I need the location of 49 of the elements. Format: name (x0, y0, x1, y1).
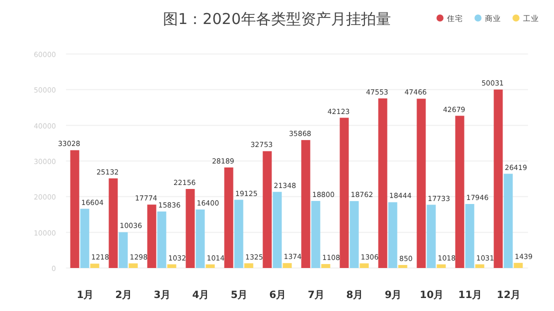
bar (108, 178, 118, 268)
bar (436, 264, 446, 268)
bar (224, 167, 234, 268)
x-tick-label: 9月 (384, 290, 402, 301)
bar (118, 232, 128, 268)
bar (465, 204, 474, 268)
x-tick-label: 1月 (76, 290, 94, 301)
bar (360, 263, 369, 268)
bar (301, 140, 310, 268)
bar (398, 264, 408, 268)
bar (282, 263, 292, 268)
x-tick-label: 11月 (458, 290, 482, 301)
bar (244, 263, 254, 268)
bar (90, 264, 100, 268)
bar (128, 263, 138, 268)
x-tick-label: 4月 (192, 290, 210, 301)
bar (455, 116, 464, 268)
bar (514, 262, 523, 268)
bar (186, 188, 195, 268)
bar (504, 174, 513, 268)
bar (196, 210, 205, 268)
bar (426, 204, 436, 268)
x-tick-label: 8月 (346, 290, 364, 301)
x-tick-label: 12月 (496, 290, 521, 301)
bar (416, 98, 426, 268)
x-tick-label: 3月 (154, 290, 171, 301)
bar (494, 90, 503, 268)
bar (475, 264, 484, 268)
bar (80, 208, 90, 268)
bar (157, 212, 166, 268)
x-tick-label: 10月 (420, 290, 444, 301)
bar (388, 202, 398, 268)
x-tick-label: 2月 (115, 290, 132, 301)
bar (350, 201, 359, 268)
x-tick-label: 6月 (269, 290, 286, 301)
bar (70, 150, 80, 268)
bar (234, 200, 244, 268)
bar (206, 264, 215, 268)
bar (340, 118, 349, 268)
x-tick-label: 7月 (308, 290, 325, 301)
bar (311, 200, 320, 268)
x-tick-label: 5月 (230, 290, 248, 301)
bar (378, 98, 388, 268)
bar (262, 151, 272, 268)
bar (147, 204, 156, 268)
bar (272, 192, 282, 268)
chart-title: 图1：2020年各类型资产月挂拍量 (163, 10, 391, 28)
bar (321, 264, 330, 268)
bar (167, 264, 176, 268)
